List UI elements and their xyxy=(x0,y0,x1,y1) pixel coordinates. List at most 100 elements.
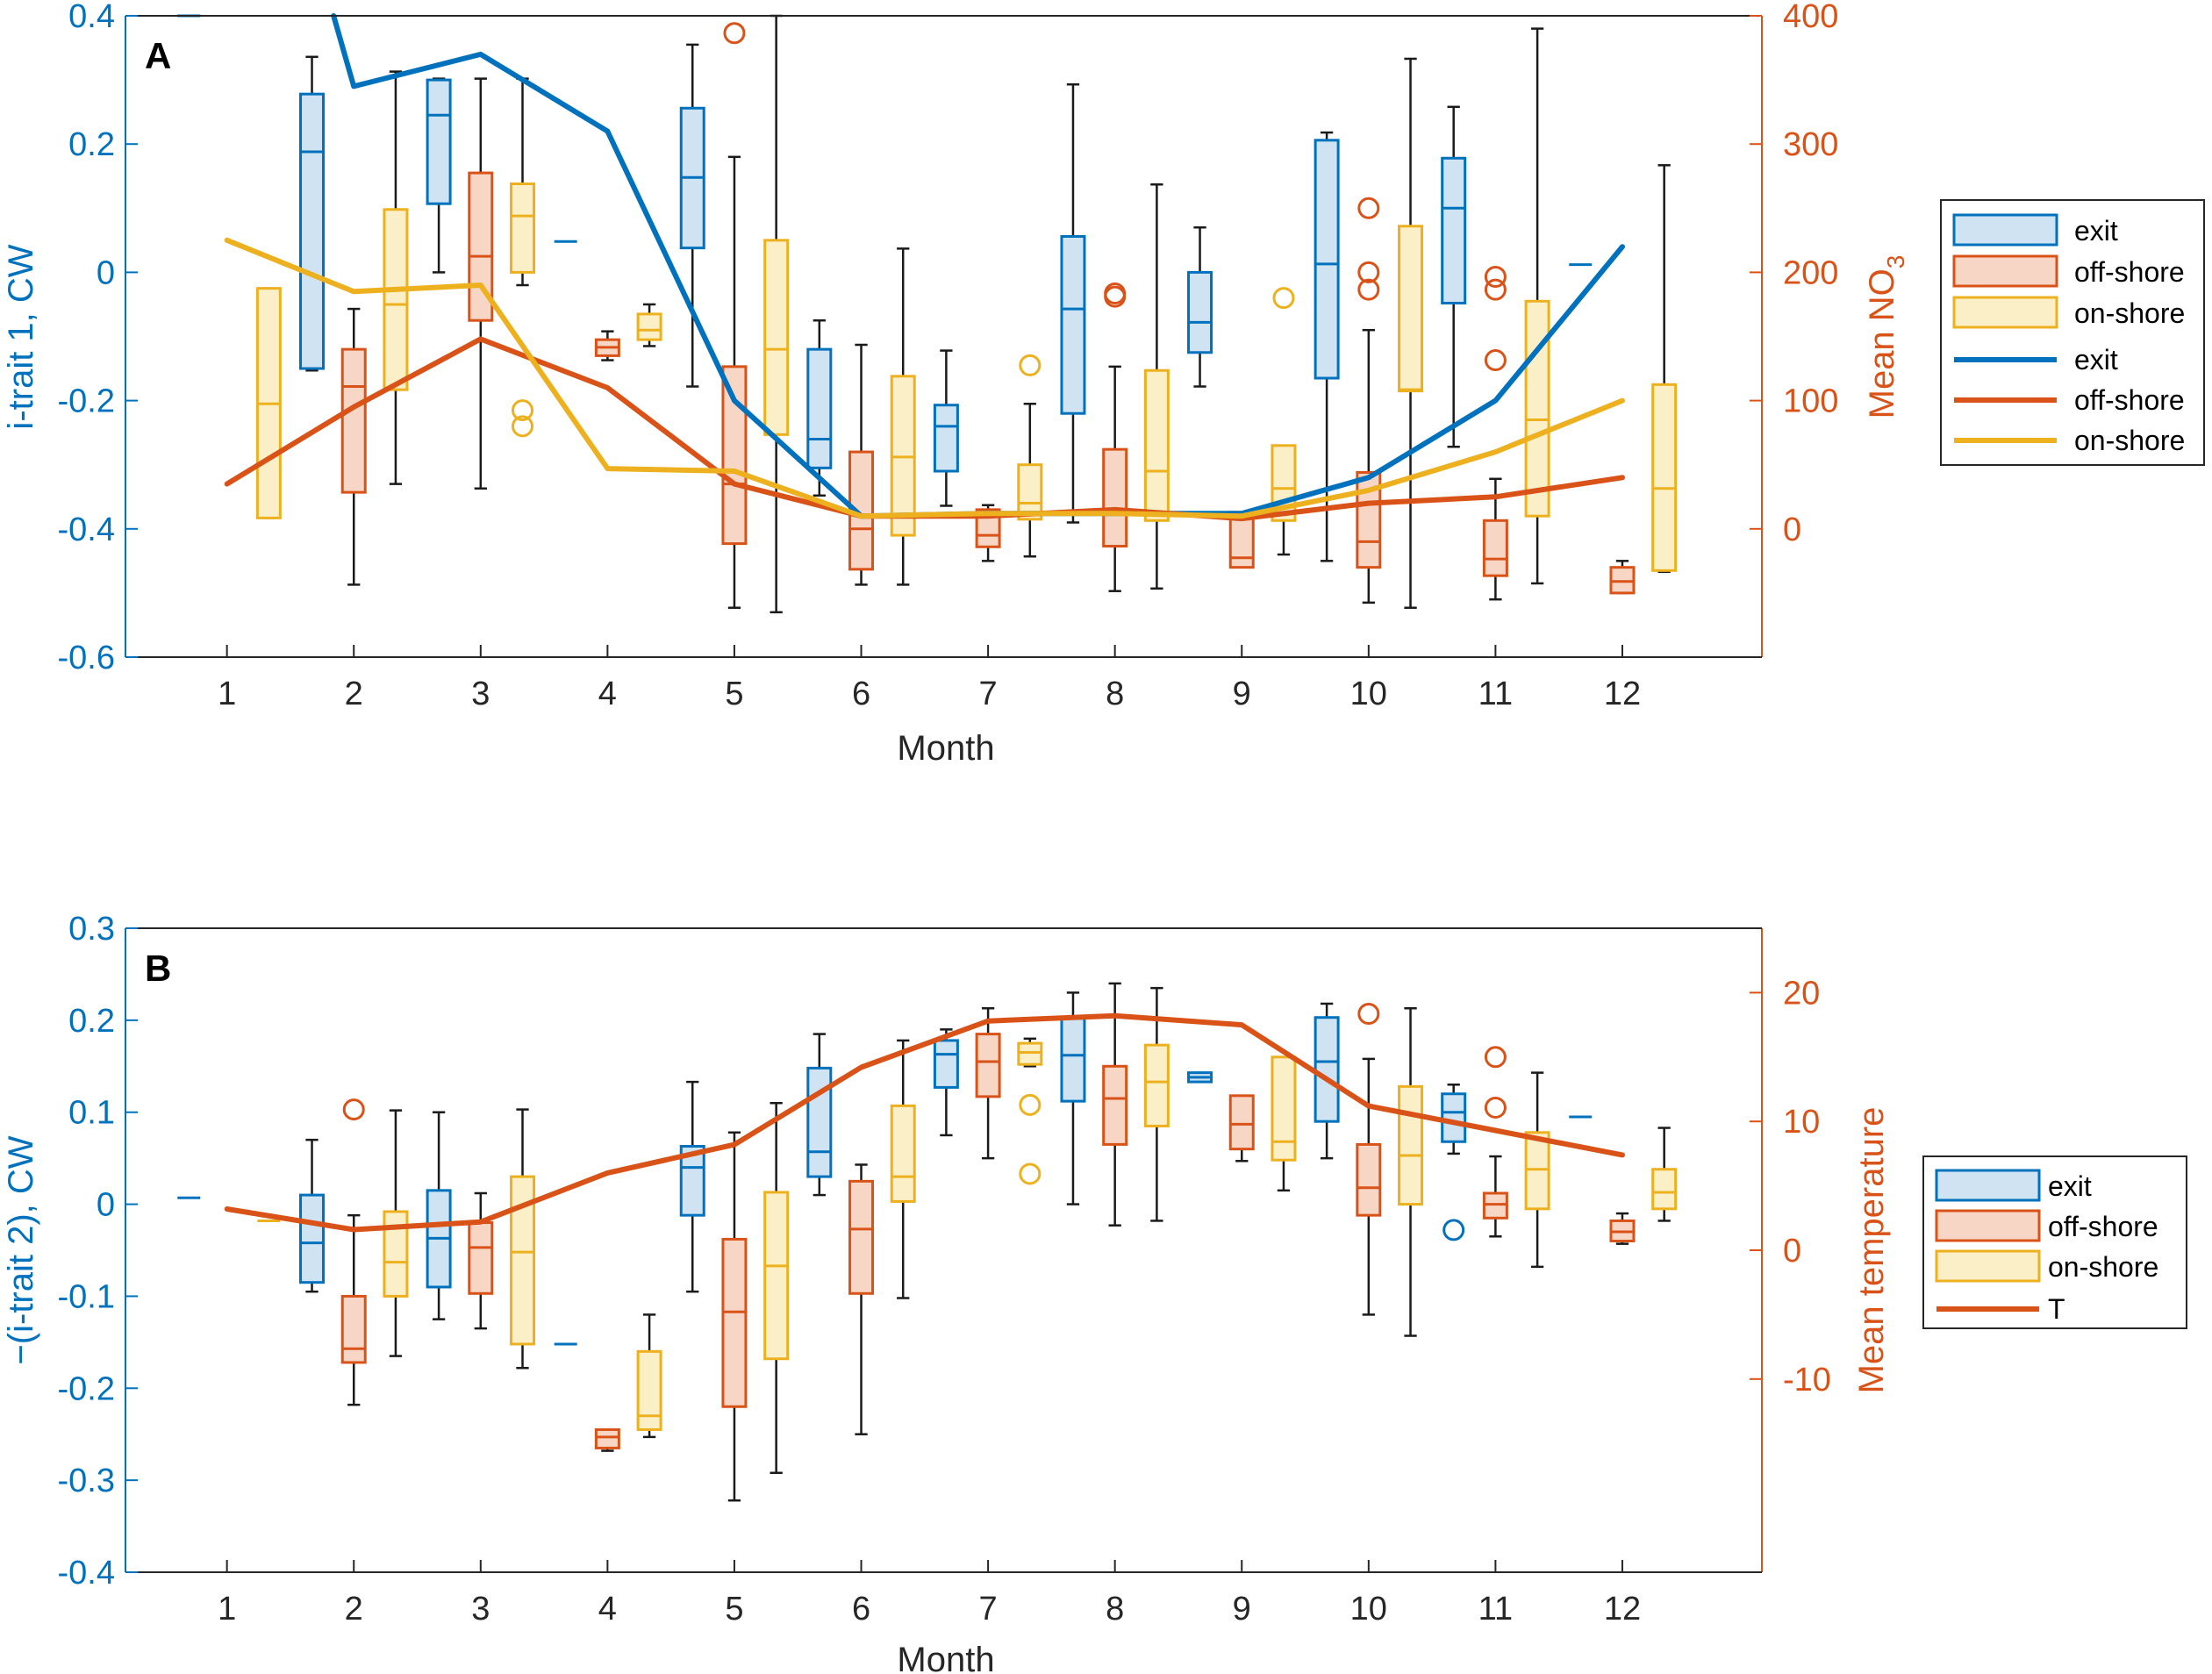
box-iqr xyxy=(721,1237,748,1408)
box-iqr xyxy=(636,312,662,341)
right-y-tick-label: 0 xyxy=(1783,512,1801,548)
right-y-tick-label: 200 xyxy=(1783,254,1838,291)
outlier-point xyxy=(1272,287,1295,310)
box-iqr xyxy=(1441,1092,1467,1143)
panel-a-onshore-box-month-8 xyxy=(1143,183,1170,590)
panel-a-offshore-box-month-4 xyxy=(594,330,620,361)
box-iqr xyxy=(383,208,409,391)
box-iqr xyxy=(1060,234,1086,415)
outlier-point xyxy=(512,399,534,422)
panel-b-exit-box-month-8 xyxy=(1060,991,1086,1205)
panel-b-exit-box-month-3 xyxy=(426,1111,452,1320)
x-tick-label: 4 xyxy=(598,1591,617,1628)
panel-a-exit-box-month-11 xyxy=(1441,105,1467,448)
panel-a: 1 2 3 4 5 6 7 8 9 10 11 12-0.6-0.4-0.200.20.4010020… xyxy=(2,0,2205,768)
x-tick-label: 10 xyxy=(1350,676,1387,712)
legend-b-onshore-box: on-shore xyxy=(2048,1251,2158,1283)
panel-a-line-onshore xyxy=(224,237,1625,519)
panel-b-offshore-box-month-9 xyxy=(1228,1094,1255,1162)
panel-a-onshore-box-month-2 xyxy=(383,70,409,485)
box-iqr xyxy=(468,1221,494,1295)
panel-b-label: B xyxy=(145,948,171,989)
panel-a-onshore-box-month-4 xyxy=(636,303,662,347)
panel-a-onshore-box-month-6 xyxy=(890,247,916,586)
legend-a-exit-line: exit xyxy=(2074,344,2118,376)
outlier-point xyxy=(1019,1162,1042,1185)
panel-a-offshore-box-month-8 xyxy=(1102,283,1128,592)
panel-b-right-axis-label: Mean temperature xyxy=(1852,1107,1891,1394)
outlier-point xyxy=(1104,285,1127,308)
panel-b-offshore-box-month-11 xyxy=(1482,1046,1508,1238)
box-iqr xyxy=(299,92,326,370)
left-y-tick-label: -0.4 xyxy=(58,1555,115,1592)
panel-a-ticks: 1 2 3 4 5 6 7 8 9 10 11 12-0.6-0.4-0.200.20.4010020… xyxy=(58,0,1839,712)
panel-b-offshore-box-month-6 xyxy=(848,1163,875,1435)
panel-b-onshore-box-month-8 xyxy=(1143,986,1170,1222)
panel-a-offshore-box-month-2 xyxy=(340,307,367,586)
x-tick-label: 1 xyxy=(218,676,236,712)
x-tick-label: 6 xyxy=(852,676,870,712)
panel-a-offshore-box-month-11 xyxy=(1482,266,1508,601)
box-iqr xyxy=(763,1191,790,1361)
panel-a-lines xyxy=(224,13,1625,522)
box-iqr xyxy=(636,1349,662,1431)
box-iqr xyxy=(1651,383,1678,572)
panel-b: 1 2 3 4 5 6 7 8 9 10 11 12-0.4-0.3-0.2-0.100.10.20.… xyxy=(2,911,2187,1674)
x-tick-label: 7 xyxy=(979,1591,998,1628)
outlier-point xyxy=(1357,1003,1380,1026)
outlier-point xyxy=(1357,278,1380,301)
legend-a-offshore-box-swatch xyxy=(1952,254,2058,288)
x-tick-label: 9 xyxy=(1233,1591,1251,1628)
box-iqr xyxy=(890,1104,916,1203)
box-iqr xyxy=(1651,1168,1678,1211)
left-y-tick-label: -0.4 xyxy=(58,512,115,548)
legend-b-t-line: T xyxy=(2048,1293,2065,1325)
left-y-tick-label: 0 xyxy=(97,254,115,291)
panel-a-exit-box-month-3 xyxy=(426,77,452,274)
box-iqr xyxy=(1398,225,1424,393)
x-tick-label: 3 xyxy=(471,1591,490,1628)
panel-b-offshore-box-month-12 xyxy=(1609,1212,1636,1245)
x-tick-label: 7 xyxy=(979,676,998,712)
panel-b-onshore-box-month-9 xyxy=(1271,1055,1297,1192)
right-y-tick-label: 10 xyxy=(1783,1104,1820,1141)
panel-b-offshore-box-month-4 xyxy=(594,1427,620,1452)
panel-a-exit-box-month-10 xyxy=(1314,131,1340,562)
box-iqr xyxy=(721,365,748,546)
legend-a-onshore-box-swatch xyxy=(1952,296,2058,329)
x-tick-label: 12 xyxy=(1604,676,1641,712)
panel-a-right-axis-label: Mean NO3 xyxy=(1863,255,1909,419)
panel-b-onshore-box-month-12 xyxy=(1651,1127,1678,1222)
legend-b-offshore-box: off-shore xyxy=(2048,1211,2158,1242)
box-iqr xyxy=(1143,1043,1170,1127)
box-iqr xyxy=(426,78,452,205)
box-iqr xyxy=(1017,463,1043,521)
box-iqr xyxy=(1143,368,1170,522)
box-iqr xyxy=(1482,1191,1508,1220)
box-iqr xyxy=(1060,1017,1086,1103)
panel-b-exit-box-month-2 xyxy=(299,1138,326,1293)
outlier-point xyxy=(1484,349,1507,372)
outlier-point xyxy=(1019,1093,1042,1116)
panel-b-line-t xyxy=(224,1012,1625,1233)
x-tick-label: 6 xyxy=(852,1591,870,1628)
panel-a-left-axis-label: i-trait 1, CW xyxy=(2,244,40,429)
x-tick-label: 10 xyxy=(1350,1591,1387,1628)
box-iqr xyxy=(1314,1016,1340,1123)
x-tick-label: 5 xyxy=(725,676,743,712)
box-iqr xyxy=(806,347,833,469)
legend-a-exit-box: exit xyxy=(2074,215,2118,247)
legend-a-onshore-box: on-shore xyxy=(2074,297,2185,329)
x-tick-label: 9 xyxy=(1233,676,1251,712)
box-iqr xyxy=(933,1039,959,1089)
panel-a-exit-box-month-8 xyxy=(1060,82,1086,524)
box-iqr xyxy=(299,1193,326,1284)
panel-b-onshore-box-month-11 xyxy=(1524,1071,1550,1269)
panel-a-x-axis-label: Month xyxy=(897,729,994,768)
panel-b-onshore-box-month-10 xyxy=(1398,1006,1424,1337)
panel-b-ticks: 1 2 3 4 5 6 7 8 9 10 11 12-0.4-0.3-0.2-0.100.10.20.… xyxy=(58,911,1831,1628)
panel-b-boxplots xyxy=(177,982,1678,1502)
legend-b-onshore-box-swatch xyxy=(1935,1249,2041,1283)
panel-b-lines xyxy=(224,1012,1625,1233)
